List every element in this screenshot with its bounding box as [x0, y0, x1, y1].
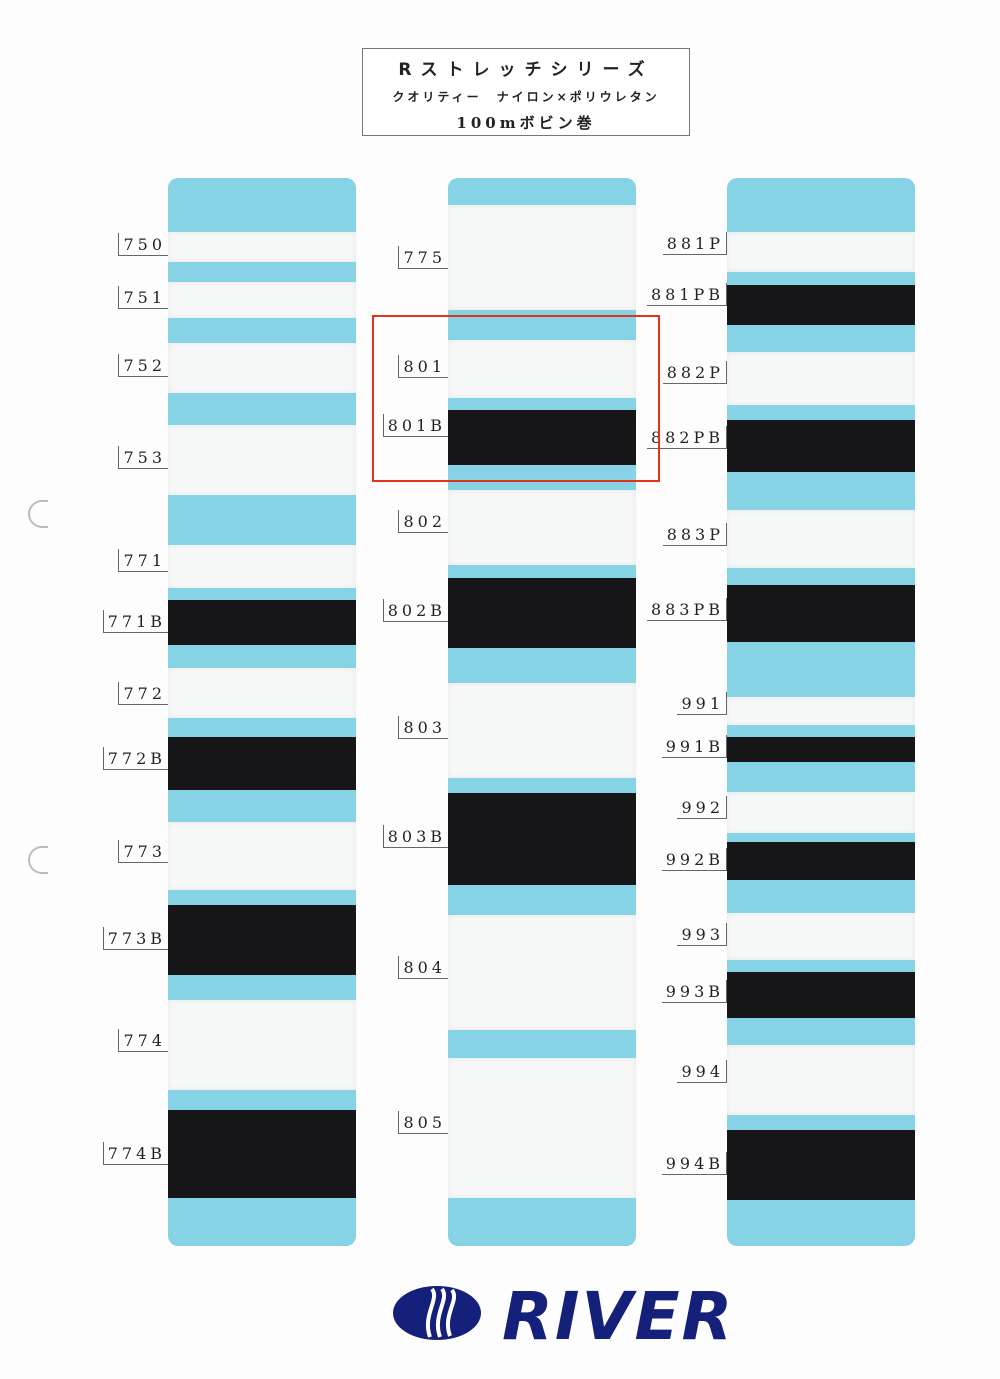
elastic-sample-771B	[168, 600, 356, 645]
sample-strip-3	[727, 178, 915, 1246]
river-logo-icon	[393, 1286, 481, 1340]
sample-code-label: 993	[677, 923, 727, 946]
sample-code-label: 802B	[382, 599, 448, 622]
sample-code-label: 881P	[662, 232, 727, 255]
elastic-sample-752	[168, 343, 356, 393]
sample-code-label: 771B	[102, 610, 168, 633]
sample-code-label: 883PB	[646, 598, 727, 621]
sample-code-label: 774	[118, 1029, 168, 1052]
elastic-sample-750	[168, 232, 356, 262]
sample-code-label: 805	[398, 1111, 448, 1134]
sample-strip-1	[168, 178, 356, 1246]
elastic-sample-802	[448, 490, 636, 565]
series-title-box: Rストレッチシリーズ クオリティー ナイロン×ポリウレタン 100mボビン巻	[362, 48, 690, 136]
elastic-sample-883P	[727, 510, 915, 568]
sample-code-label: 773B	[102, 927, 168, 950]
elastic-sample-882PB	[727, 420, 915, 472]
sample-code-label: 750	[118, 233, 168, 256]
elastic-sample-882P	[727, 352, 915, 405]
sample-code-label: 883P	[662, 523, 727, 546]
elastic-sample-804	[448, 915, 636, 1030]
sample-code-label: 882P	[662, 361, 727, 384]
elastic-sample-753	[168, 425, 356, 495]
elastic-sample-801B	[448, 410, 636, 465]
sample-code-label: 773	[118, 840, 168, 863]
sample-code-label: 772	[118, 682, 168, 705]
sample-strip-2	[448, 178, 636, 1246]
elastic-sample-773B	[168, 905, 356, 975]
sample-code-label: 881PB	[646, 283, 727, 306]
elastic-sample-771	[168, 545, 356, 588]
sample-code-label: 772B	[102, 747, 168, 770]
sample-code-label: 992B	[661, 848, 727, 871]
sample-code-label: 803	[398, 716, 448, 739]
elastic-sample-803B	[448, 793, 636, 885]
elastic-sample-991B	[727, 737, 915, 762]
elastic-sample-772B	[168, 737, 356, 790]
elastic-sample-772	[168, 668, 356, 718]
elastic-sample-802B	[448, 578, 636, 648]
sample-code-label: 774B	[102, 1142, 168, 1165]
elastic-sample-774	[168, 1000, 356, 1090]
spool-text: 100mボビン巻	[456, 114, 596, 132]
quality-text: クオリティー ナイロン×ポリウレタン	[392, 90, 660, 104]
elastic-sample-801	[448, 340, 636, 398]
elastic-sample-992	[727, 792, 915, 833]
elastic-sample-992B	[727, 842, 915, 880]
elastic-sample-993B	[727, 972, 915, 1018]
sample-code-label: 801	[398, 355, 448, 378]
elastic-sample-881PB	[727, 285, 915, 325]
sample-code-label: 992	[677, 796, 727, 819]
sample-code-label: 804	[398, 956, 448, 979]
sample-code-label: 751	[118, 286, 168, 309]
sample-code-label: 752	[118, 354, 168, 377]
elastic-sample-993	[727, 913, 915, 960]
sample-code-label: 991B	[661, 735, 727, 758]
elastic-sample-775	[448, 205, 636, 310]
elastic-sample-774B	[168, 1110, 356, 1198]
elastic-sample-805	[448, 1058, 636, 1198]
sample-code-label: 994	[677, 1060, 727, 1083]
elastic-sample-773	[168, 822, 356, 890]
sample-code-label: 993B	[661, 980, 727, 1003]
sample-code-label: 803B	[382, 825, 448, 848]
elastic-sample-881P	[727, 232, 915, 272]
sample-code-label: 802	[398, 510, 448, 533]
binder-hole	[28, 846, 48, 874]
elastic-sample-994B	[727, 1130, 915, 1200]
sample-code-label: 775	[398, 246, 448, 269]
highlight-box	[372, 315, 660, 482]
elastic-sample-883PB	[727, 585, 915, 642]
elastic-sample-994	[727, 1045, 915, 1115]
sample-code-label: 753	[118, 446, 168, 469]
sample-code-label: 994B	[661, 1152, 727, 1175]
elastic-sample-751	[168, 282, 356, 318]
sample-code-label: 771	[118, 549, 168, 572]
sample-code-label: 991	[677, 692, 727, 715]
sample-code-label: 882PB	[646, 426, 727, 449]
series-title: Rストレッチシリーズ	[398, 60, 654, 80]
sample-code-label: 801B	[382, 414, 448, 437]
elastic-sample-803	[448, 683, 636, 778]
binder-hole	[28, 500, 48, 528]
brand-name: RIVER	[502, 1278, 735, 1355]
elastic-sample-991	[727, 697, 915, 725]
